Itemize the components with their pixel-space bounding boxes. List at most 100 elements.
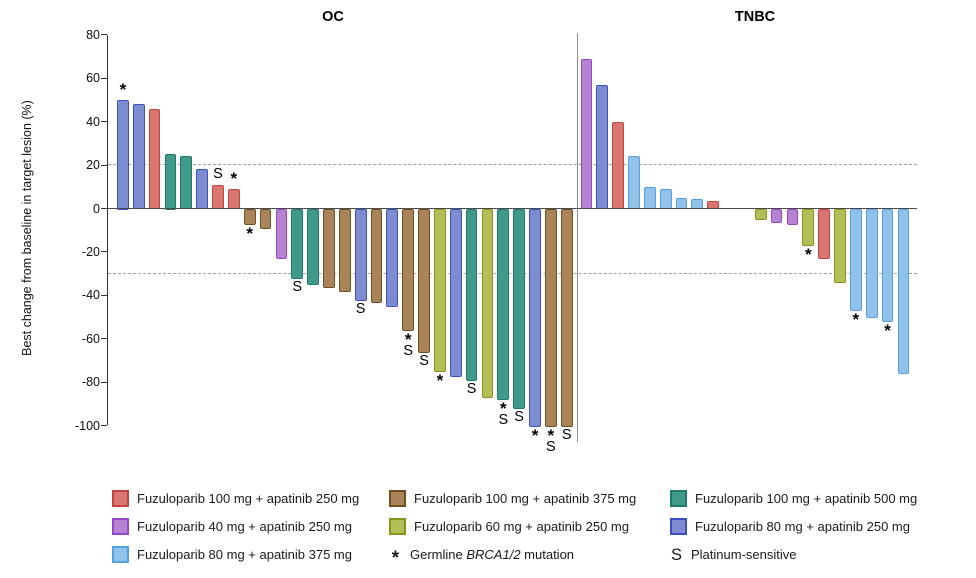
bar [338,208,351,292]
y-axis-tick [101,294,107,296]
bar-marker: S [514,409,524,426]
bar [259,208,272,230]
y-axis-tick-label: -40 [81,288,100,303]
bar [164,154,177,210]
bar [580,58,593,210]
bar [434,208,446,373]
bar [754,208,767,221]
legend-label: Germline BRCA1/2 mutation [410,547,575,562]
reference-line [108,164,917,166]
bar-marker: S [466,380,477,397]
y-axis-title: Best change from baseline in target lesi… [20,100,34,356]
legend-item-f80a375: Fuzuloparib 80 mg + apatinib 375 mg [112,545,389,564]
bar [659,188,672,210]
bar-marker: * S [403,330,414,360]
legend-label: Fuzuloparib 100 mg + apatinib 250 mg [137,491,360,506]
bar [786,208,799,225]
bar-marker: * [531,425,539,445]
legend-item-f100a500: Fuzuloparib 100 mg + apatinib 500 mg [670,489,956,508]
legend-label: Fuzuloparib 100 mg + apatinib 500 mg [695,491,918,506]
y-axis-tick-label: 60 [86,71,100,86]
bar-marker: S [419,352,429,369]
bar [323,208,335,288]
bar [227,188,240,210]
legend-label: Fuzuloparib 40 mg + apatinib 250 mg [137,519,352,534]
bar-marker: * [804,245,812,265]
y-axis-tick-label: -60 [81,331,100,346]
y-axis-tick [101,121,107,123]
bar [132,104,145,210]
bar [865,208,878,318]
bar [834,208,846,284]
zero-baseline [108,207,917,210]
panel-divider [577,33,579,442]
bar-marker: * [884,321,891,341]
bar [643,186,656,210]
bar [802,208,815,247]
bar [275,208,288,260]
bar-marker: S [561,426,572,443]
legend-swatch-f100a375 [389,490,406,507]
legend-item-f60a250: Fuzuloparib 60 mg + apatinib 250 mg [389,517,670,536]
y-axis-tick-label: -80 [81,375,100,390]
bar [307,208,319,286]
bar [596,84,609,210]
legend-item-f80a250: Fuzuloparib 80 mg + apatinib 250 mg [670,517,956,536]
bar [354,208,367,301]
bar [818,208,831,260]
legend-swatch-f100a250 [112,490,129,507]
bar [628,156,640,210]
bar [849,208,862,312]
bar-marker: * S [546,425,556,455]
y-axis-tick-label: -100 [74,418,100,433]
asterisk-marker-icon: * [391,547,400,569]
bar [148,108,161,210]
legend-item-f100a250: Fuzuloparib 100 mg + apatinib 250 mg [112,489,389,508]
y-axis-tick [101,381,107,383]
bar [612,121,624,210]
s-marker-icon: S [670,545,682,564]
y-axis-tick [101,77,107,79]
legend-swatch-f60a250 [389,518,406,535]
bar [529,208,541,427]
y-axis-tick-label: 0 [93,201,100,216]
legend-label: Fuzuloparib 60 mg + apatinib 250 mg [414,519,629,534]
bar-marker: * [230,168,238,188]
legend-swatch-f80a250 [670,518,687,535]
y-axis-tick-label: 20 [86,158,100,173]
bar [291,208,304,279]
panel-title-tnbc: TNBC [734,9,776,25]
reference-line [108,272,917,274]
y-axis-tick [101,424,107,427]
bar [386,208,399,308]
bar [117,100,129,210]
y-axis-line [106,34,108,426]
bar-marker: S [292,278,303,295]
y-axis-tick [101,34,107,36]
y-axis-tick-label: -20 [81,244,100,259]
bar-marker: S [355,300,366,317]
legend: Fuzuloparib 100 mg + apatinib 250 mg Fuzu… [112,489,956,569]
bar [243,208,256,225]
bar [770,208,783,223]
legend-swatch-f80a375 [112,546,129,563]
bar [544,208,557,427]
y-axis-tick [101,207,107,210]
panel-title-oc: OC [322,9,344,25]
y-axis-tick-label: 40 [86,114,100,129]
bar [212,184,224,210]
y-axis-tick [101,164,107,166]
bar-marker: * S [498,399,509,429]
legend-label: Platinum-sensitive [691,547,797,562]
bar [897,208,910,375]
y-axis-tick [101,338,107,340]
legend-label: Fuzuloparib 80 mg + apatinib 250 mg [695,519,910,534]
y-axis-tick-label: 80 [86,27,100,42]
bar [180,156,193,210]
bar [402,208,415,332]
bar [881,208,894,323]
bar [513,208,526,410]
y-axis-tick [101,251,107,253]
legend-item-f100a375: Fuzuloparib 100 mg + apatinib 375 mg [389,489,670,508]
